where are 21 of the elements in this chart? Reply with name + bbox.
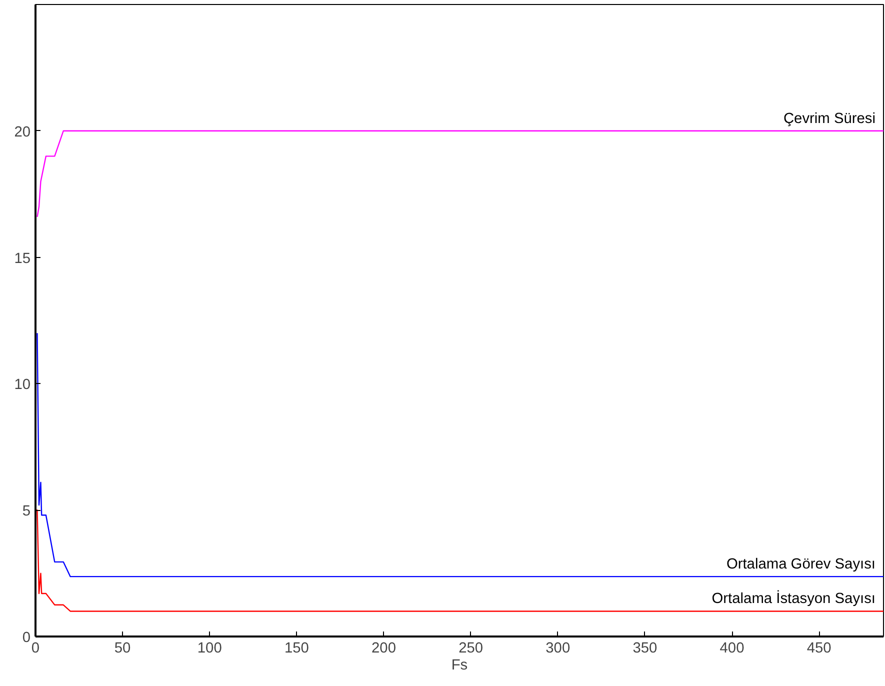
x-tick-label: 100 bbox=[197, 640, 222, 656]
y-tick-label: 20 bbox=[14, 124, 31, 140]
series-label: Çevrim Süresi bbox=[783, 110, 876, 127]
x-tick-label: 400 bbox=[720, 640, 744, 656]
series-label: Ortalama Görev Sayısı bbox=[726, 556, 876, 573]
x-tick-label: 50 bbox=[114, 640, 131, 656]
x-tick-label: 200 bbox=[372, 640, 396, 656]
line-series bbox=[36, 510, 884, 612]
y-tick-label: 5 bbox=[22, 504, 31, 520]
line-series bbox=[36, 332, 884, 578]
series-label: Ortalama İstasyon Sayısı bbox=[712, 590, 876, 608]
x-tick-label: 300 bbox=[546, 640, 570, 656]
line-series bbox=[36, 130, 884, 218]
x-tick-label: 350 bbox=[632, 640, 658, 656]
y-tick-label: 15 bbox=[14, 250, 31, 267]
y-tick-label: 10 bbox=[14, 377, 31, 394]
x-axis-title: Fs bbox=[451, 658, 468, 674]
x-tick-label: 250 bbox=[458, 640, 484, 656]
x-tick-label: 150 bbox=[284, 640, 309, 656]
y-tick-label: 0 bbox=[22, 630, 31, 646]
x-tick-label: 450 bbox=[806, 640, 832, 656]
